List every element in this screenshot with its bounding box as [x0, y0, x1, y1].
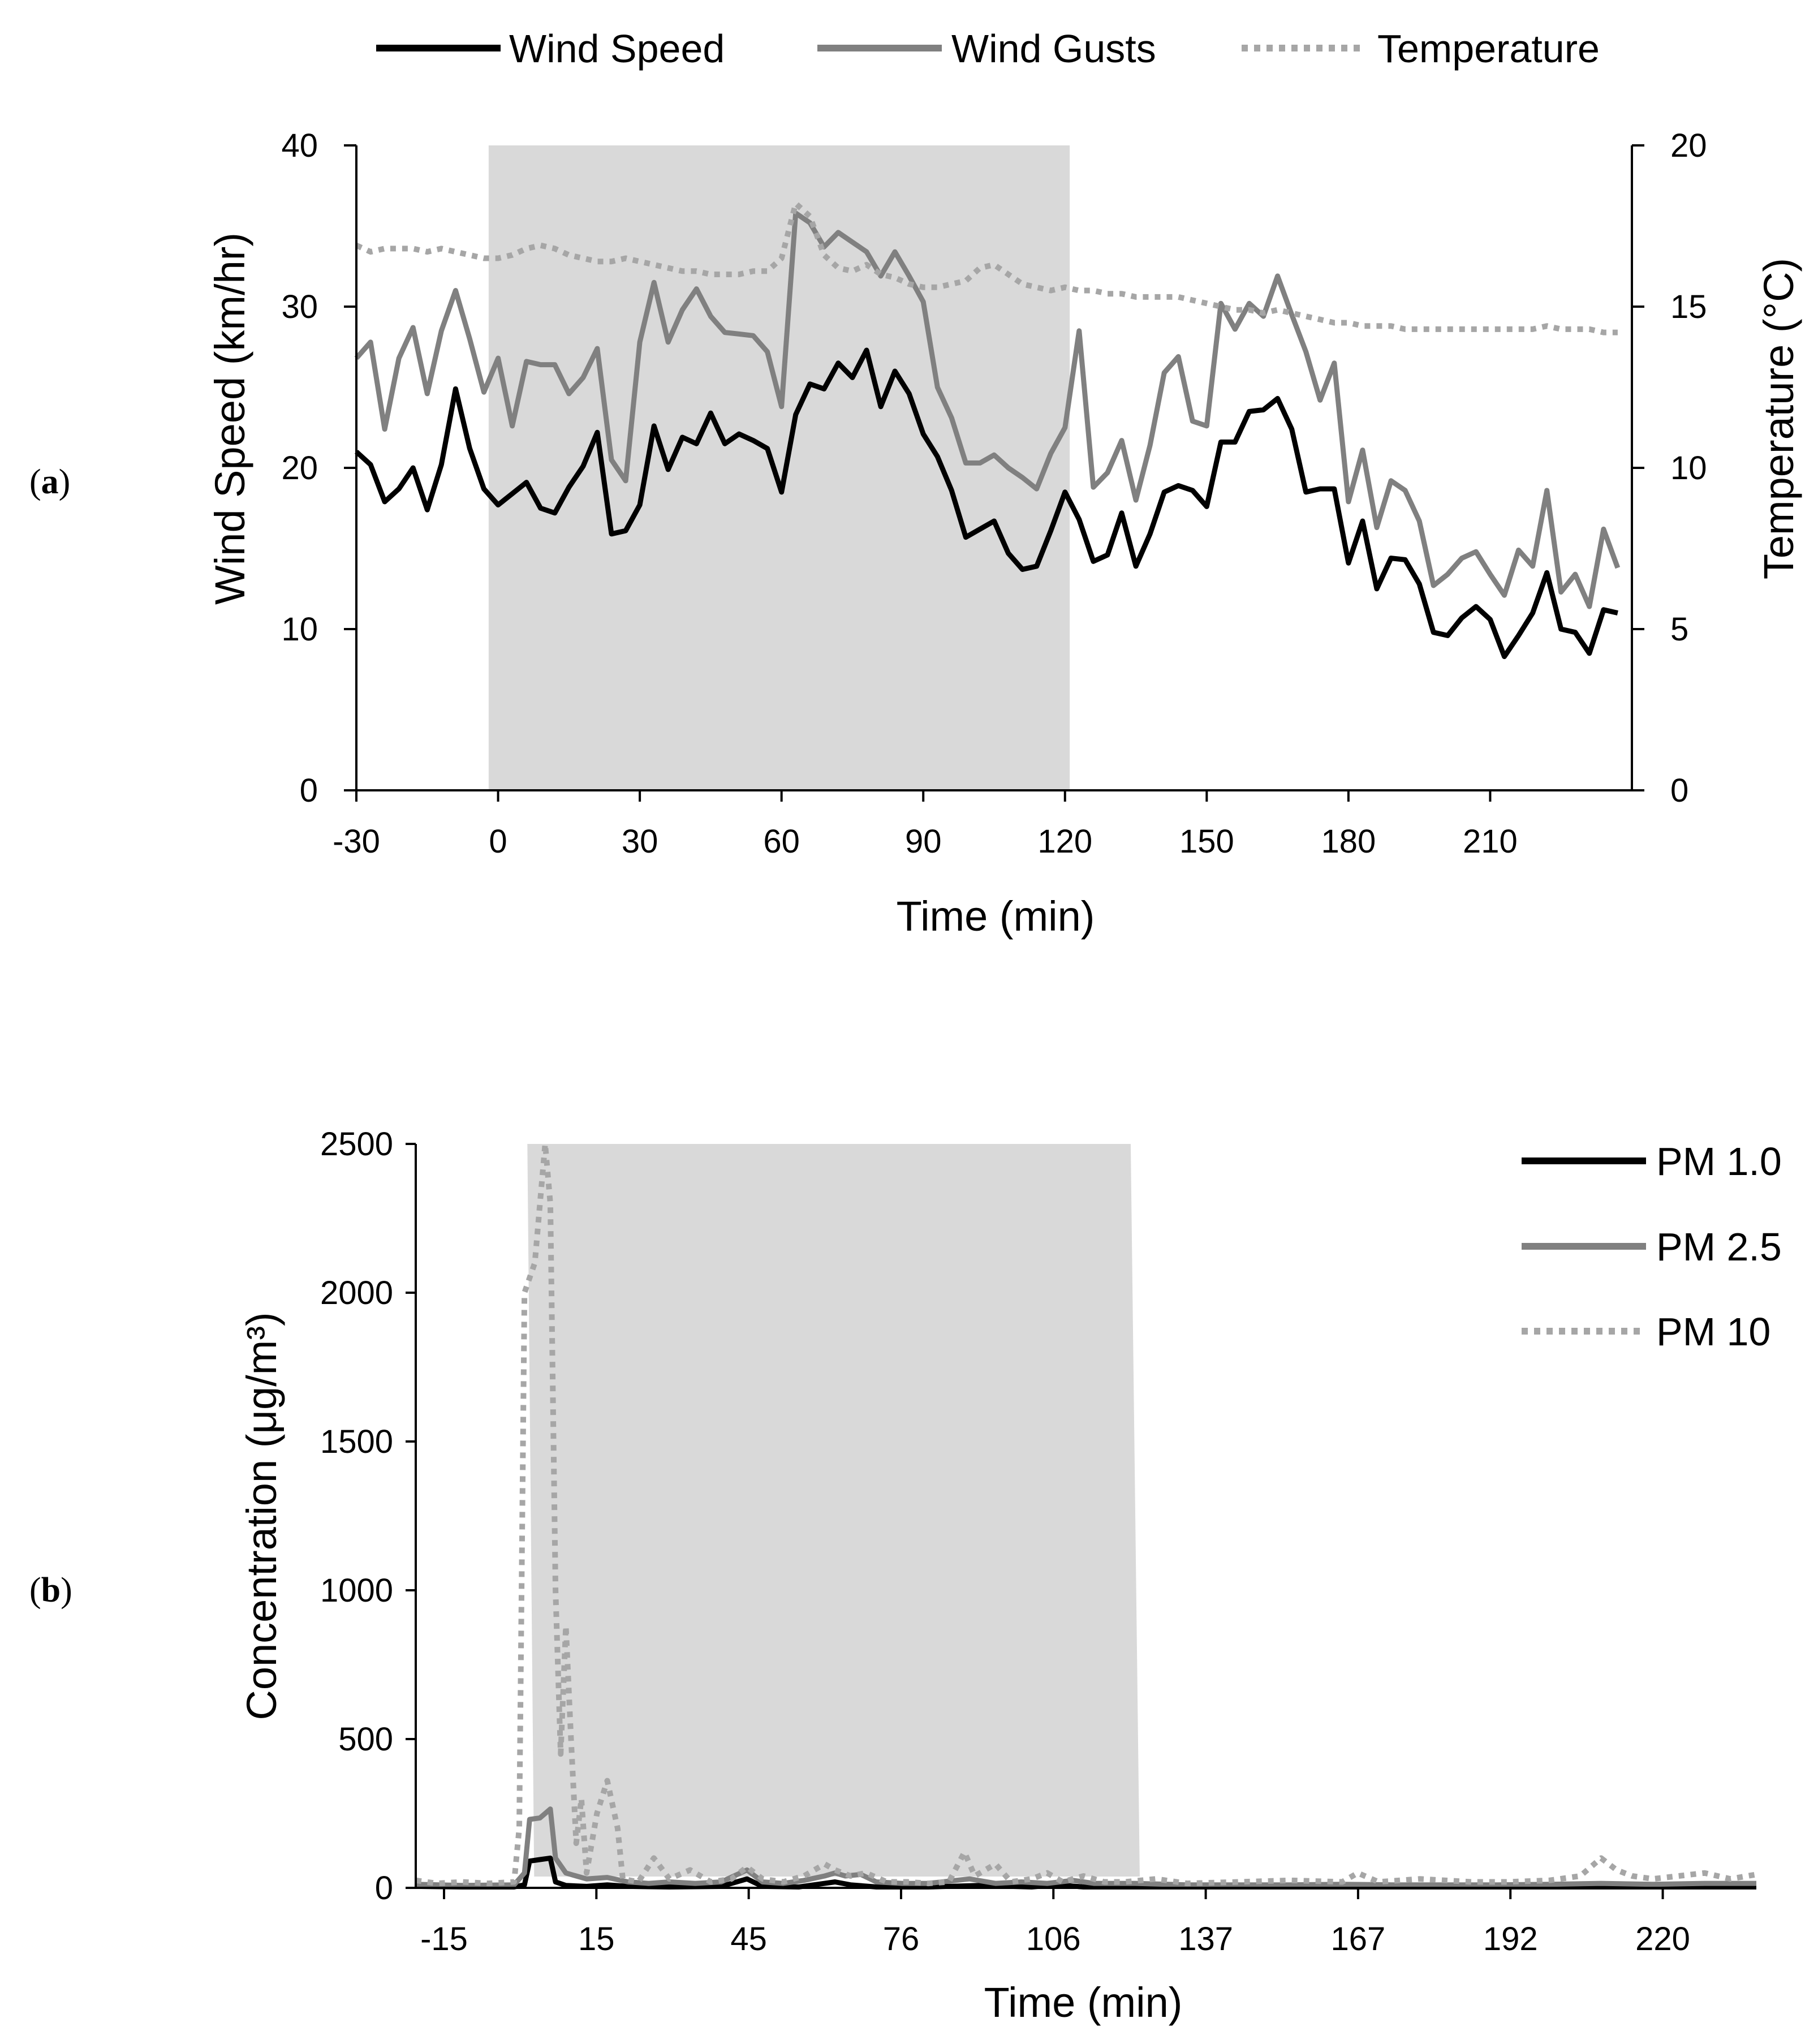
- y-tick-label: 30: [281, 289, 318, 325]
- series-line-pm-2-5: [415, 1806, 1756, 1888]
- chart-a-y2-axis-title: Temperature (°C): [1755, 258, 1802, 579]
- series-line-wind-speed: [354, 347, 1618, 659]
- y-tick-label: 500: [338, 1721, 393, 1758]
- x-tick-label: -30: [333, 823, 380, 860]
- x-tick-label: 90: [905, 823, 942, 860]
- legend-label-wind-speed: Wind Speed: [509, 27, 725, 71]
- y-tick-label: 0: [375, 1870, 393, 1907]
- x-tick-label: 30: [622, 823, 658, 860]
- chart-a-x-axis-title: Time (min): [897, 893, 1095, 940]
- chart-b-series: [415, 1141, 1757, 1890]
- x-tick-label: 150: [1179, 823, 1234, 860]
- y2-tick-label: 20: [1670, 127, 1707, 164]
- chart-a-tick-labels: 0 10 20 30 40 0 5 10 15 20 -30 0 30 60 90 120 150 180 210: [281, 127, 1707, 860]
- x-tick-label: 220: [1635, 1921, 1690, 1957]
- legend-label-temperature: Temperature: [1377, 27, 1600, 71]
- x-tick-label: 137: [1178, 1921, 1233, 1957]
- x-tick-label: 0: [489, 823, 507, 860]
- x-tick-label: 106: [1026, 1921, 1081, 1957]
- legend-label-pm25: PM 2.5: [1656, 1225, 1782, 1269]
- chart-b-tick-labels: 0 500 1000 1500 2000 2500 -15 15 45 76 106 137 167 19…: [320, 1126, 1690, 1957]
- y2-tick-label: 5: [1670, 611, 1688, 648]
- chart-a-axes: [344, 144, 1644, 802]
- y2-tick-label: 0: [1670, 772, 1688, 809]
- chart-a-series: [354, 200, 1621, 659]
- y-tick-label: 2000: [320, 1275, 393, 1311]
- chart-b-axes: [406, 1143, 1756, 1899]
- y-tick-label: 20: [281, 450, 318, 487]
- y-tick-label: 1000: [320, 1572, 393, 1609]
- legend-label-pm1: PM 1.0: [1656, 1139, 1782, 1184]
- x-tick-label: 180: [1321, 823, 1376, 860]
- panel-label-b: (b): [29, 1571, 72, 1610]
- x-tick-label: 192: [1483, 1921, 1538, 1957]
- chart-a-shaded-region: [488, 145, 1070, 790]
- legend-label-pm10: PM 10: [1656, 1310, 1770, 1354]
- y2-tick-label: 10: [1670, 450, 1707, 487]
- chart-a-legend: Wind Speed Wind Gusts Temperature: [376, 27, 1600, 71]
- y-tick-label: 10: [281, 611, 318, 648]
- y-tick-label: 2500: [320, 1126, 393, 1163]
- chart-a-y-axis-title: Wind Speed (km/hr): [206, 233, 253, 605]
- x-tick-label: -15: [420, 1921, 468, 1957]
- y2-tick-label: 15: [1670, 289, 1707, 325]
- y-tick-label: 0: [300, 772, 318, 809]
- x-tick-label: 167: [1331, 1921, 1386, 1957]
- panel-label-a-letter: a: [41, 463, 59, 501]
- y-tick-label: 40: [281, 127, 318, 164]
- panel-label-b-letter: b: [41, 1571, 61, 1610]
- chart-b-y-axis-title: Concentration (μg/m³): [238, 1312, 285, 1720]
- panel-label-a: (a): [29, 463, 70, 501]
- x-tick-label: 76: [883, 1921, 920, 1957]
- x-tick-label: 210: [1463, 823, 1518, 860]
- series-line-wind-gusts: [354, 210, 1621, 609]
- y-tick-label: 1500: [320, 1423, 393, 1460]
- chart-b-shaded-region: [527, 1144, 1140, 1877]
- series-line-pm-1-0: [415, 1855, 1756, 1890]
- legend-label-wind-gusts: Wind Gusts: [951, 27, 1156, 71]
- x-tick-label: 15: [578, 1921, 615, 1957]
- chart-b: 0 500 1000 1500 2000 2500 -15 15 45 76 106 137 167 19…: [238, 1126, 1782, 2026]
- series-line-temperature: [355, 200, 1618, 335]
- x-tick-label: 60: [763, 823, 800, 860]
- chart-b-legend: PM 1.0 PM 2.5 PM 10: [1522, 1139, 1782, 1354]
- series-line-pm-10: [415, 1141, 1757, 1887]
- x-tick-label: 45: [730, 1921, 767, 1957]
- x-tick-label: 120: [1037, 823, 1092, 860]
- chart-b-x-axis-title: Time (min): [984, 1979, 1183, 2026]
